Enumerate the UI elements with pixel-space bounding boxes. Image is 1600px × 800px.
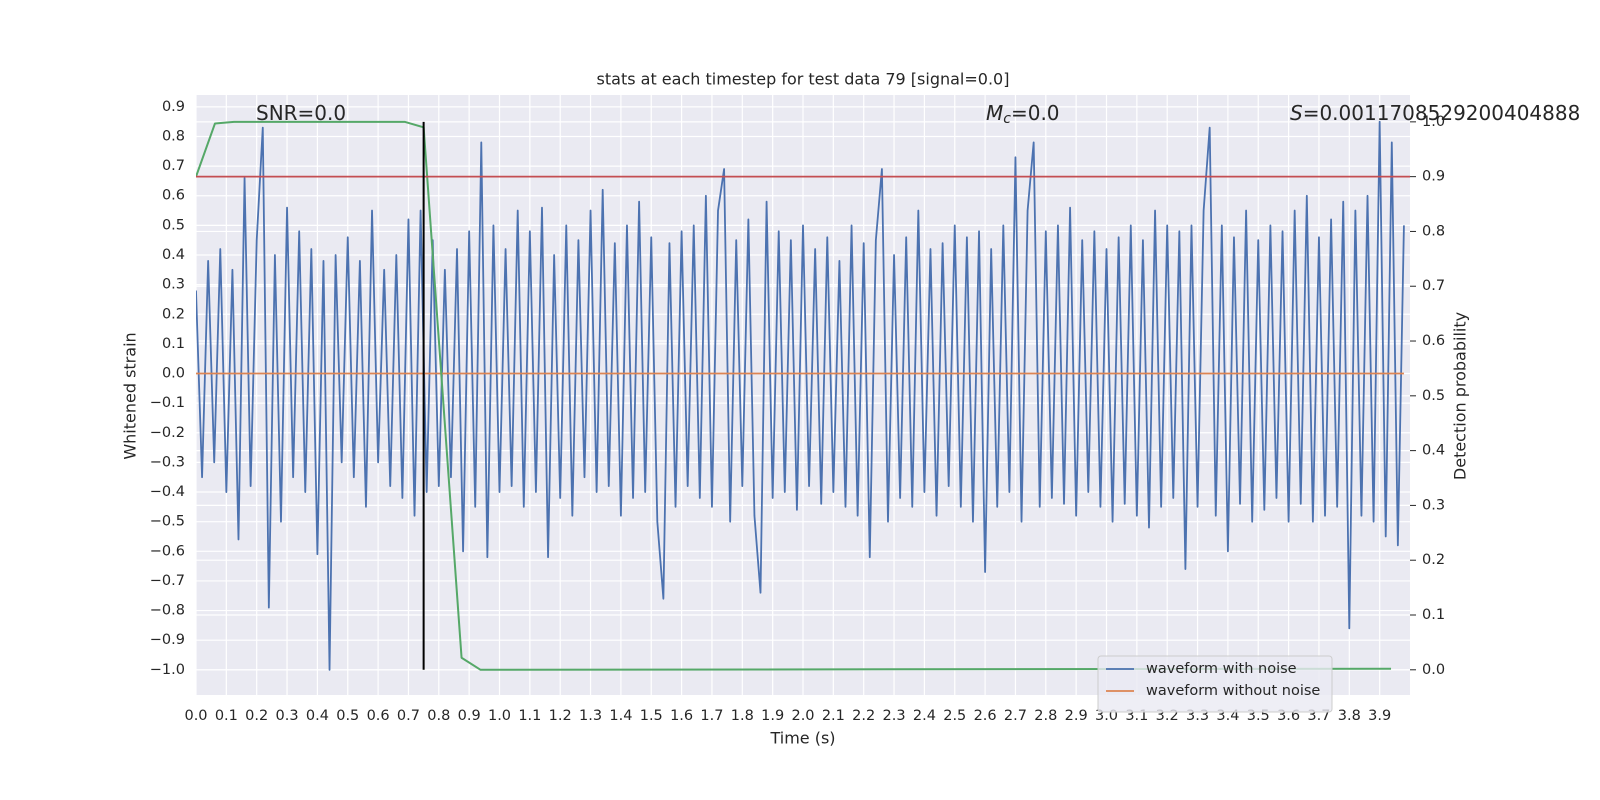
y-tick-label: −0.3 bbox=[150, 454, 185, 470]
x-tick-label: 1.9 bbox=[761, 708, 784, 724]
y2-tick-label: 1.0 bbox=[1422, 114, 1445, 130]
x-tick-label: 1.6 bbox=[670, 708, 693, 724]
x-tick-label: 2.4 bbox=[913, 708, 936, 724]
x-tick-label: 2.1 bbox=[822, 708, 845, 724]
x-tick-label: 2.3 bbox=[883, 708, 906, 724]
y-tick-label: 0.0 bbox=[162, 366, 185, 382]
legend-label: waveform with noise bbox=[1146, 661, 1297, 677]
x-axis-label: Time (s) bbox=[769, 729, 835, 748]
x-tick-label: 2.5 bbox=[943, 708, 966, 724]
y-tick-label: −0.4 bbox=[150, 484, 185, 500]
y2-tick-label: 0.6 bbox=[1422, 333, 1445, 349]
y-tick-label: 0.6 bbox=[162, 188, 185, 204]
y2-tick-label: 0.1 bbox=[1422, 607, 1445, 623]
y-tick-label: 0.8 bbox=[162, 128, 185, 144]
x-tick-label: 1.5 bbox=[640, 708, 663, 724]
y-tick-label: 0.9 bbox=[162, 99, 185, 115]
x-tick-label: 2.9 bbox=[1065, 708, 1088, 724]
y-tick-label: 0.5 bbox=[162, 217, 185, 233]
annotation-symbol: M bbox=[986, 101, 1003, 125]
x-tick-label: 1.7 bbox=[700, 708, 723, 724]
y2-tick-label: 0.9 bbox=[1422, 169, 1445, 185]
y-tick-label: −0.2 bbox=[150, 425, 185, 441]
y-tick-label: 0.7 bbox=[162, 158, 185, 174]
x-tick-label: 0.0 bbox=[184, 708, 207, 724]
x-tick-label: 1.2 bbox=[549, 708, 572, 724]
x-tick-label: 1.3 bbox=[579, 708, 602, 724]
x-tick-label: 0.7 bbox=[397, 708, 420, 724]
y2-tick-label: 0.7 bbox=[1422, 278, 1445, 294]
annotation-text: =0.0 bbox=[1011, 101, 1060, 125]
x-tick-label: 0.5 bbox=[336, 708, 359, 724]
series-line bbox=[196, 120, 1392, 671]
y-tick-label: −0.9 bbox=[150, 632, 185, 648]
x-tick-label: 0.9 bbox=[458, 708, 481, 724]
y-tick-label: 0.4 bbox=[162, 247, 185, 263]
x-tick-label: 1.8 bbox=[731, 708, 754, 724]
x-tick-label: 3.9 bbox=[1368, 708, 1391, 724]
x-tick-label: 1.1 bbox=[518, 708, 541, 724]
x-tick-label: 0.6 bbox=[367, 708, 390, 724]
x-tick-label: 0.3 bbox=[276, 708, 299, 724]
y-tick-label: −0.6 bbox=[150, 543, 185, 559]
annotation: SNR=0.0 bbox=[256, 101, 346, 125]
annotation-symbol: S bbox=[1290, 101, 1303, 125]
x-tick-label: 2.2 bbox=[852, 708, 875, 724]
legend-label: waveform without noise bbox=[1146, 683, 1320, 699]
x-tick-label: 0.1 bbox=[215, 708, 238, 724]
y2-tick-label: 0.8 bbox=[1422, 223, 1445, 239]
legend: waveform with noise waveform without nois… bbox=[1097, 655, 1333, 713]
legend-box bbox=[1097, 655, 1333, 713]
x-tick-label: 2.8 bbox=[1034, 708, 1057, 724]
y2-tick-label: 0.5 bbox=[1422, 388, 1445, 404]
x-tick-label: 2.6 bbox=[974, 708, 997, 724]
x-tick-label: 0.8 bbox=[427, 708, 450, 724]
x-tick-label: 3.8 bbox=[1338, 708, 1361, 724]
grid bbox=[195, 95, 1410, 695]
annotation: Mc=0.0 bbox=[986, 101, 1060, 128]
chart-title: stats at each timestep for test data 79 … bbox=[597, 70, 1010, 89]
y-tick-label: −0.5 bbox=[150, 514, 185, 530]
annotation-subscript: c bbox=[1003, 111, 1011, 127]
x-tick-label: 1.0 bbox=[488, 708, 511, 724]
y-tick-label: 0.2 bbox=[162, 306, 185, 322]
x-tick-label: 0.2 bbox=[245, 708, 268, 724]
y2-axis-label: Detection probability bbox=[1451, 312, 1470, 480]
y-tick-label: −0.8 bbox=[150, 603, 185, 619]
y2-tick-label: 0.2 bbox=[1422, 552, 1445, 568]
y2-tick-label: 0.0 bbox=[1422, 662, 1445, 678]
series-line bbox=[196, 120, 1405, 671]
x-tick-label: 2.0 bbox=[791, 708, 814, 724]
x-tick-label: 0.4 bbox=[306, 708, 329, 724]
y-tick-label: 0.3 bbox=[162, 277, 185, 293]
annotation-text: =0.0011708529200404888 bbox=[1303, 101, 1581, 125]
y-tick-label: −1.0 bbox=[150, 662, 185, 678]
x-tick-label: 1.4 bbox=[609, 708, 632, 724]
x-tick-label: 2.7 bbox=[1004, 708, 1027, 724]
y-tick-label: −0.1 bbox=[150, 395, 185, 411]
annotation: S=0.0011708529200404888 bbox=[1290, 101, 1580, 125]
y-tick-label: −0.7 bbox=[150, 573, 185, 589]
y-tick-label: 0.1 bbox=[162, 336, 185, 352]
annotation-text: SNR=0.0 bbox=[256, 101, 346, 125]
y-axis-label: Whitened strain bbox=[121, 332, 140, 459]
y2-tick-label: 0.4 bbox=[1422, 443, 1445, 459]
y2-tick-label: 0.3 bbox=[1422, 497, 1445, 513]
plot-area bbox=[196, 120, 1410, 671]
